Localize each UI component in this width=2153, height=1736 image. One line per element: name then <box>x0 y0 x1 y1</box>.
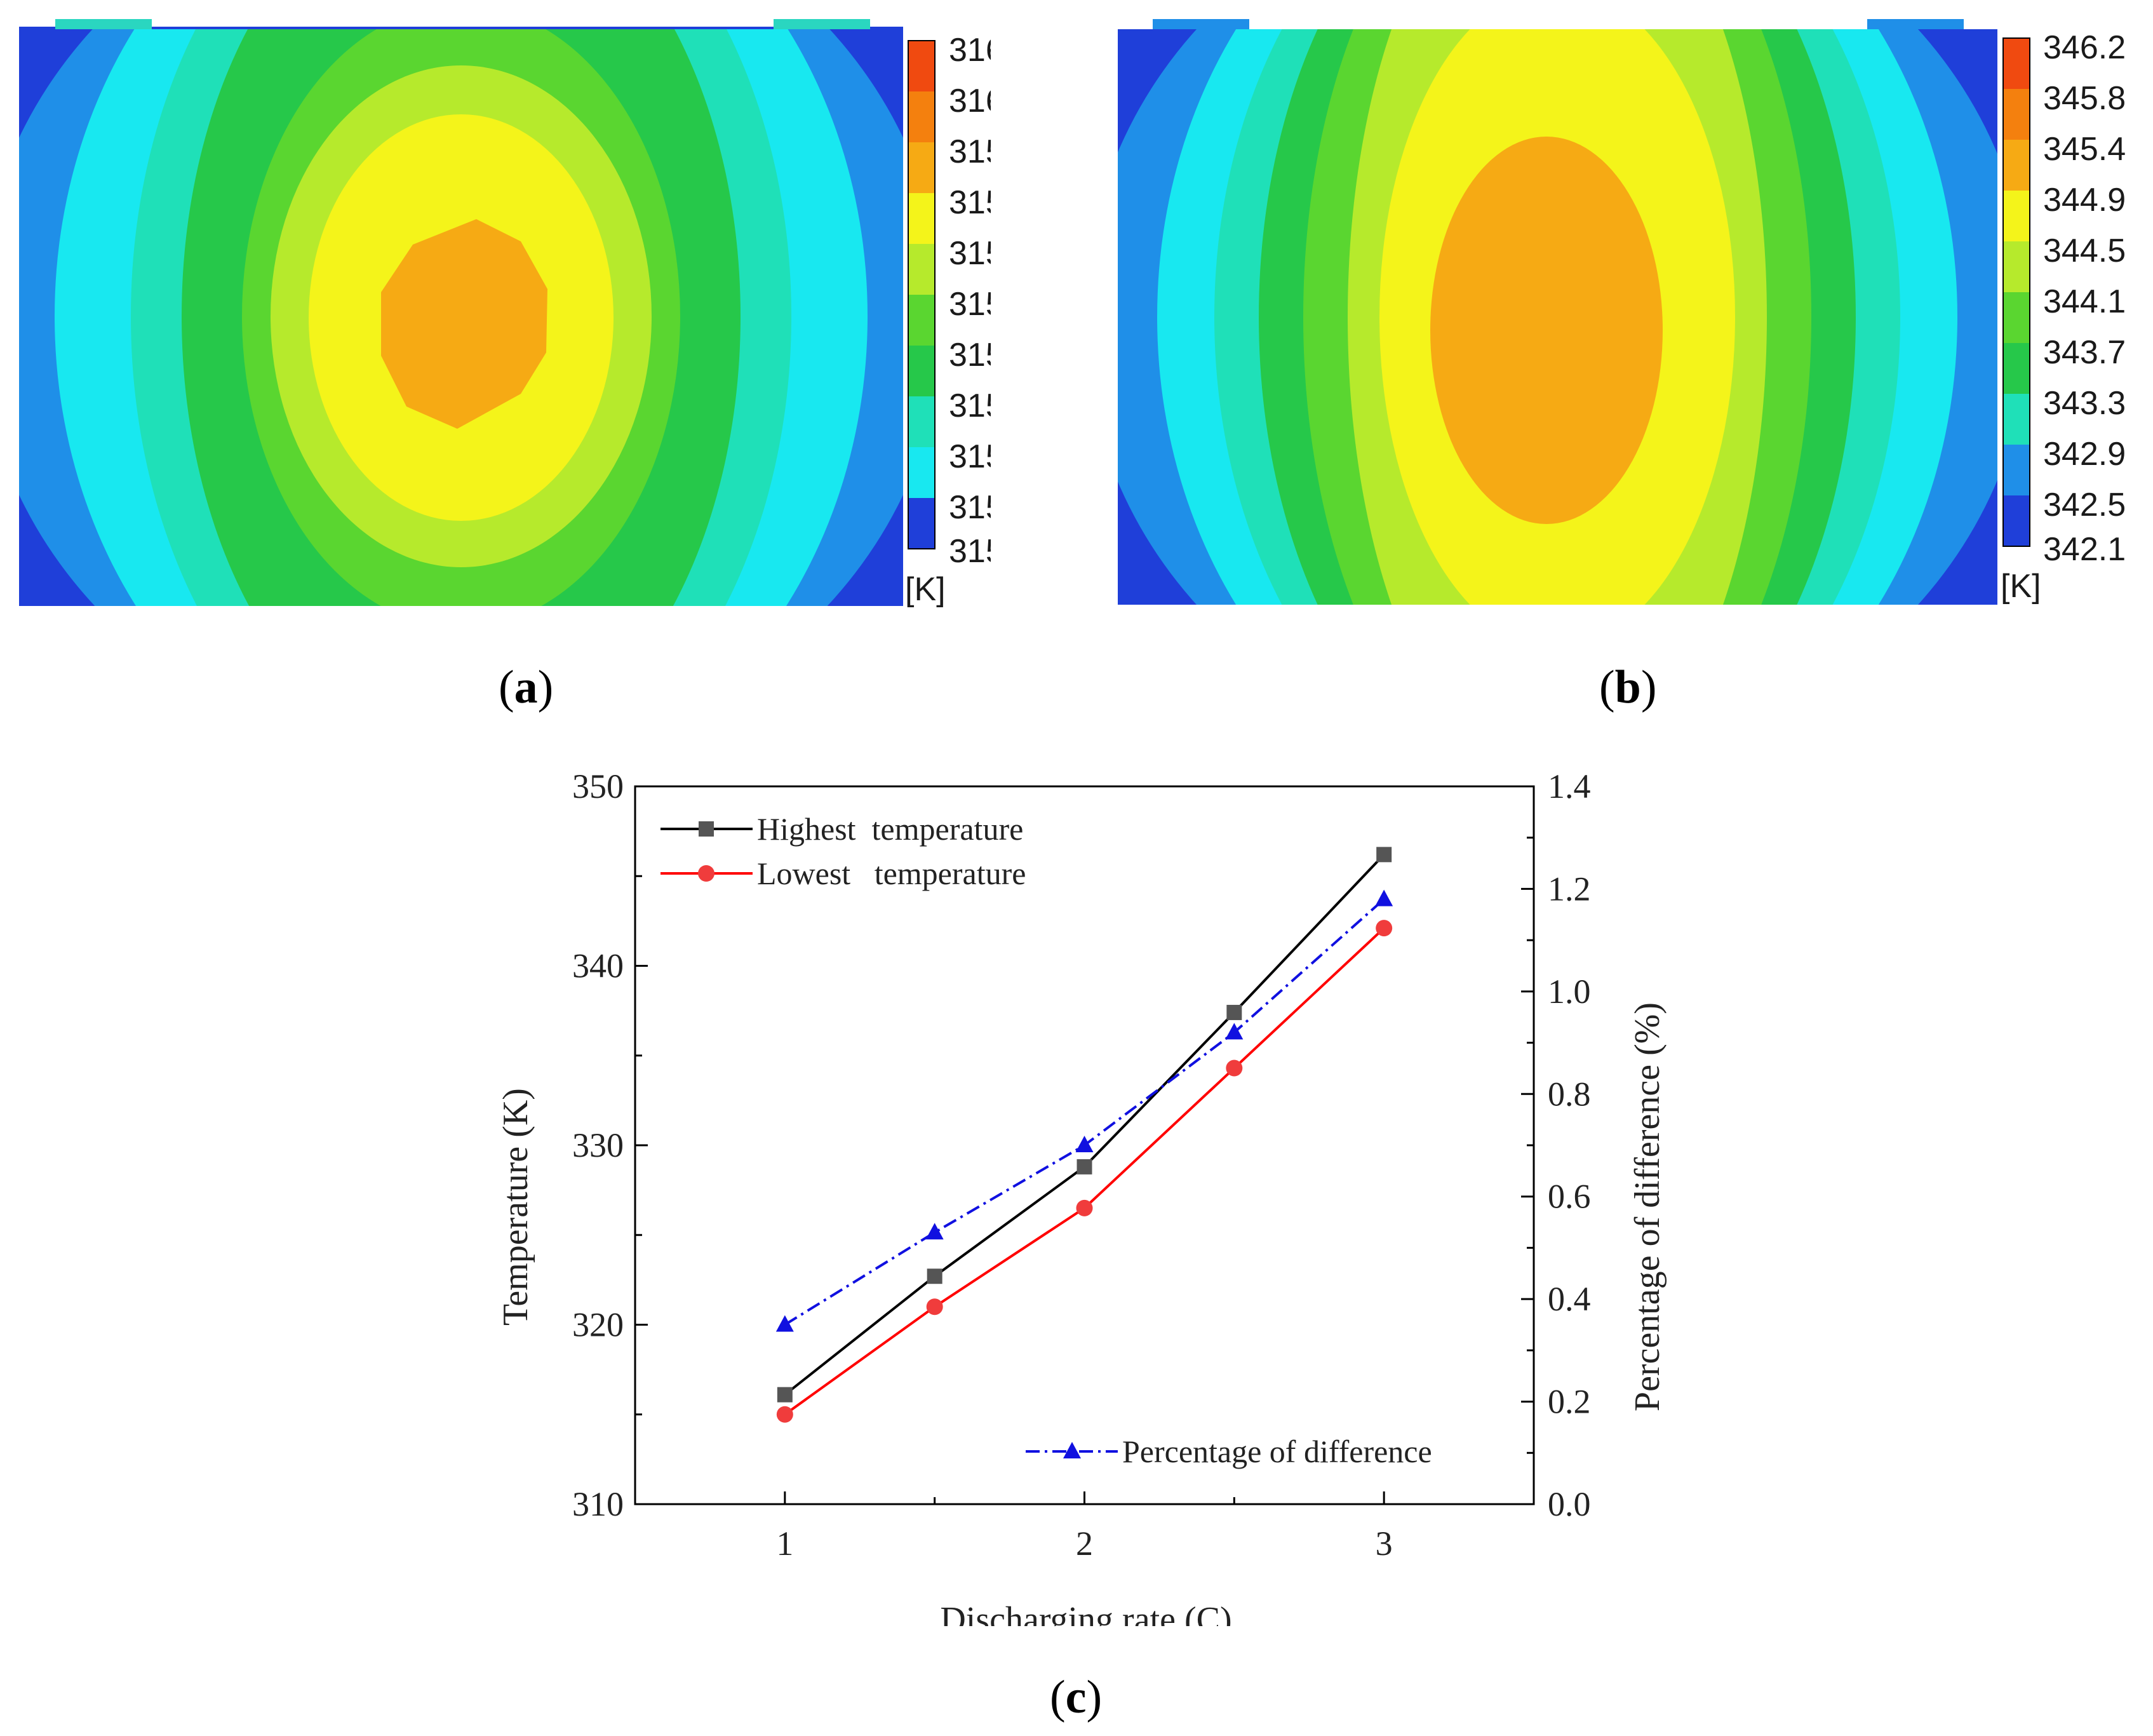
x-tick-label: 2 <box>1076 1524 1093 1563</box>
colorbar-b-label-9: 342.5 <box>2043 487 2126 523</box>
y-tick-label: 320 <box>572 1306 624 1344</box>
series-line-0 <box>784 853 1385 1396</box>
y2-tick-label: 0.4 <box>1548 1280 1591 1318</box>
series-line-2 <box>784 898 1385 1326</box>
caption-a-letter: a <box>514 661 538 713</box>
y-tick-label: 330 <box>572 1126 624 1164</box>
series-1-point-1 <box>926 1298 943 1315</box>
contour-panel-a: 316.1 316.0 315.9 315.8 315.6 315.5 315.… <box>19 19 991 608</box>
x-axis-title: Discharging rate (C) <box>940 1600 1231 1626</box>
terminal-tab-left-a <box>55 19 152 29</box>
y2-tick-label: 0.0 <box>1548 1485 1591 1523</box>
series-0-point-1 <box>927 1268 942 1284</box>
caption-b: (b) <box>1599 661 1657 713</box>
caption-c-letter: c <box>1065 1671 1087 1723</box>
colorbar-b-label-3: 344.9 <box>2043 182 2126 219</box>
series-0-point-2 <box>1076 1159 1092 1174</box>
y-tick-label: 350 <box>572 767 624 805</box>
series-1-point-0 <box>776 1406 793 1423</box>
y2-tick-label: 0.2 <box>1548 1383 1591 1421</box>
caption-b-letter: b <box>1614 661 1641 713</box>
y2-tick-label: 1.4 <box>1548 767 1591 805</box>
colorbar-b-label-8: 342.9 <box>2043 436 2126 473</box>
colorbar-a <box>908 40 936 549</box>
legend-bottom-right: Percentage of difference <box>1026 1434 1432 1469</box>
colorbar-a-label-9: 315.1 <box>949 489 991 526</box>
colorbar-b-label-2: 345.4 <box>2043 131 2126 168</box>
line-chart-c: 310 320 330 340 350 0.0 0.2 0.4 0.6 0.8 1.0 1.2 1.4 1… <box>496 767 1667 1626</box>
y-axis-title: Temperature (K) <box>496 1088 535 1326</box>
x-tick-label: 3 <box>1376 1524 1393 1563</box>
colorbar-a-label-4: 315.6 <box>949 235 991 272</box>
legend-label-highest: Highest temperature <box>757 811 1023 847</box>
legend-label-lowest: Lowest temperature <box>757 856 1026 891</box>
contour-panel-b: 346.2 345.8 345.4 344.9 344.5 344.1 343.… <box>1118 19 2126 605</box>
caption-c: (c) <box>1050 1671 1103 1723</box>
colorbar-b-label-4: 344.5 <box>2043 232 2126 269</box>
colorbar-b-label-6: 343.7 <box>2043 334 2126 371</box>
series-2-point-4 <box>1375 889 1393 906</box>
contour-plot-b <box>1118 19 1997 605</box>
colorbar-a-label-1: 316.0 <box>949 83 991 119</box>
colorbar-b-label-10: 342.1 <box>2043 531 2126 568</box>
series-2-point-0 <box>775 1315 794 1332</box>
y2-tick-label: 1.2 <box>1548 870 1591 908</box>
contour-plot-a <box>19 19 903 606</box>
colorbar-b-label-7: 343.3 <box>2043 385 2126 422</box>
series-0-point-0 <box>777 1387 793 1403</box>
colorbar-b-label-1: 345.8 <box>2043 80 2126 117</box>
colorbar-a-label-2: 315.9 <box>949 133 991 170</box>
series-0-point-3 <box>1226 1004 1242 1020</box>
series-2-point-3 <box>1225 1023 1244 1040</box>
terminal-tab-right-a <box>774 19 870 29</box>
y-tick-label: 340 <box>572 947 624 985</box>
terminal-tab-left-b <box>1153 19 1249 29</box>
series-1-point-2 <box>1076 1199 1093 1216</box>
y2-tick-label: 0.6 <box>1548 1178 1591 1216</box>
colorbar-b-label-0: 346.2 <box>2043 29 2126 66</box>
colorbar-a-label-0: 316.1 <box>949 32 991 69</box>
legend-marker-lowest <box>698 865 714 882</box>
series-2-point-2 <box>1075 1136 1094 1152</box>
series-0-point-4 <box>1376 847 1392 863</box>
colorbar-a-label-10: 315.0 <box>949 533 991 570</box>
legend-marker-percentage <box>1063 1442 1081 1458</box>
series-1-point-3 <box>1226 1060 1243 1077</box>
series-2-point-1 <box>925 1223 944 1240</box>
x-tick-label: 1 <box>776 1524 793 1563</box>
colorbar-b-unit: [K] <box>2001 568 2041 605</box>
colorbar-b-label-5: 344.1 <box>2043 283 2126 320</box>
colorbar-a-label-7: 315.3 <box>949 387 991 424</box>
legend-top-left: Highest temperature Lowest temperature <box>661 811 1026 891</box>
y2-tick-label: 0.8 <box>1548 1075 1591 1113</box>
caption-a: (a) <box>499 661 554 713</box>
colorbar-a-label-6: 315.4 <box>949 337 991 373</box>
series-1-point-4 <box>1376 920 1393 937</box>
terminal-tab-right-b <box>1867 19 1964 29</box>
y2-axis-title: Percentage of difference (%) <box>1628 1002 1667 1411</box>
legend-marker-highest <box>699 821 714 837</box>
colorbar-a-label-8: 315.2 <box>949 438 991 475</box>
plot-area: 310 320 330 340 350 0.0 0.2 0.4 0.6 0.8 1.0 1.2 1.4 1… <box>572 767 1591 1563</box>
colorbar-b <box>2002 37 2030 547</box>
legend-label-percentage: Percentage of difference <box>1122 1434 1432 1469</box>
colorbar-a-label-5: 315.5 <box>949 286 991 323</box>
y2-tick-label: 1.0 <box>1548 972 1591 1011</box>
colorbar-a-label-3: 315.8 <box>949 184 991 221</box>
y-tick-label: 310 <box>572 1485 624 1523</box>
colorbar-a-unit: [K] <box>905 571 946 608</box>
